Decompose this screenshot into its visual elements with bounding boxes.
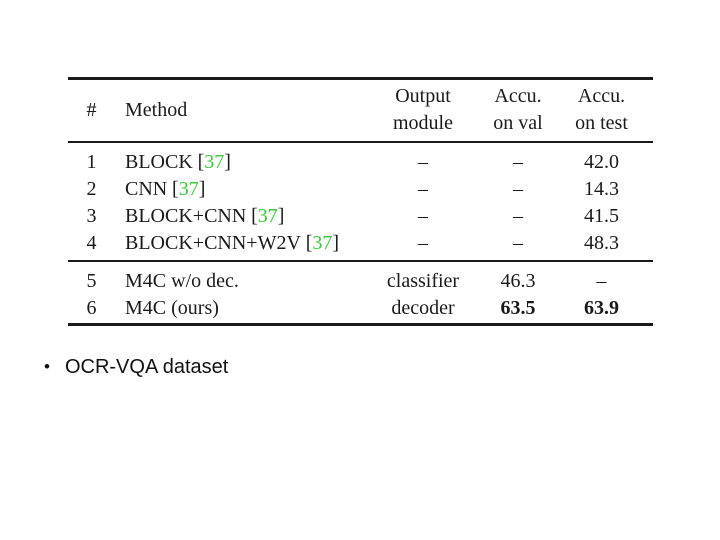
method-name: BLOCK bbox=[125, 150, 193, 173]
table-row: 1 BLOCK [37] – – 42.0 bbox=[68, 142, 653, 176]
citation-number: 37 bbox=[257, 204, 278, 227]
col-header-accu-test: Accu. on test bbox=[550, 78, 653, 143]
bullet-marker: • bbox=[44, 357, 50, 376]
cell-method: BLOCK+CNN+W2V [37] bbox=[115, 229, 360, 262]
m4c-rows-group: 5 M4C w/o dec. classifier 46.3 – 6 M4C (… bbox=[68, 261, 653, 325]
cell-accu-test: 42.0 bbox=[584, 150, 619, 173]
col-header-method: Method bbox=[115, 78, 360, 143]
cell-num: 5 bbox=[86, 269, 97, 292]
table-row: 2 CNN [37] – – 14.3 bbox=[68, 176, 653, 203]
cell-method: CNN [37] bbox=[115, 176, 360, 203]
cell-method: BLOCK+CNN [37] bbox=[115, 203, 360, 230]
cell-method: M4C w/o dec. bbox=[125, 269, 239, 292]
cell-accu-test: 41.5 bbox=[584, 204, 619, 227]
cell-output-module: – bbox=[360, 229, 486, 262]
bullet-list-item: • OCR-VQA dataset bbox=[44, 354, 228, 380]
cell-accu-val: – bbox=[513, 204, 523, 227]
table-row: 4 BLOCK+CNN+W2V [37] – – 48.3 bbox=[68, 229, 653, 262]
method-name: BLOCK+CNN+W2V bbox=[125, 231, 301, 254]
cite-bracket-close: ] bbox=[277, 204, 285, 227]
table-row: 5 M4C w/o dec. classifier 46.3 – bbox=[68, 261, 653, 295]
cell-output-module: – bbox=[418, 150, 428, 173]
results-table: # Method Output module Accu. on val Accu… bbox=[68, 77, 653, 326]
cell-num: 2 bbox=[86, 177, 97, 200]
cite-bracket-open: [ bbox=[172, 177, 179, 200]
cite-bracket-close: ] bbox=[332, 231, 340, 254]
table-header: # Method Output module Accu. on val Accu… bbox=[68, 78, 653, 143]
cell-accu-test: – bbox=[596, 269, 607, 292]
method-name: BLOCK+CNN bbox=[125, 204, 247, 227]
cell-output-module: classifier bbox=[386, 269, 460, 292]
cell-output-module: – bbox=[418, 177, 428, 200]
header-row: # Method Output module Accu. on val Accu… bbox=[68, 78, 653, 143]
cell-accu-val: – bbox=[513, 177, 523, 200]
cell-output-module: decoder bbox=[391, 296, 455, 319]
cell-method: BLOCK [37] bbox=[115, 142, 360, 176]
col-header-num: # bbox=[68, 78, 115, 143]
cell-accu-test: 14.3 bbox=[584, 177, 619, 200]
cell-num: 6 bbox=[86, 296, 97, 319]
cite-bracket-open: [ bbox=[251, 204, 258, 227]
cell-accu-test: 48.3 bbox=[550, 229, 653, 262]
citation-number: 37 bbox=[204, 150, 225, 173]
cell-method: M4C (ours) bbox=[125, 296, 219, 319]
citation-number: 37 bbox=[178, 177, 199, 200]
cite-bracket-close: ] bbox=[198, 177, 206, 200]
cell-accu-val: 63.5 bbox=[500, 296, 536, 319]
baseline-rows-group: 1 BLOCK [37] – – 42.0 2 CNN [37] – – 14.3 … bbox=[68, 142, 653, 262]
cell-accu-test: 63.9 bbox=[584, 296, 619, 319]
cell-num: 1 bbox=[86, 150, 97, 173]
cite-bracket-open: [ bbox=[305, 231, 313, 254]
cite-bracket-open: [ bbox=[197, 150, 205, 173]
citation-number: 37 bbox=[312, 231, 333, 254]
col-header-output-module: Output module bbox=[360, 78, 486, 143]
method-name: CNN bbox=[125, 177, 168, 200]
cell-accu-val: – bbox=[513, 150, 523, 173]
cell-output-module: – bbox=[418, 204, 428, 227]
cell-accu-val: – bbox=[486, 229, 550, 262]
table-row: 6 M4C (ours) decoder 63.5 63.9 bbox=[68, 295, 653, 325]
table-row: 3 BLOCK+CNN [37] – – 41.5 bbox=[68, 203, 653, 230]
col-header-accu-val: Accu. on val bbox=[486, 78, 550, 143]
cell-num: 4 bbox=[68, 229, 115, 262]
cell-accu-val: 46.3 bbox=[500, 269, 536, 292]
bullet-text: OCR-VQA dataset bbox=[64, 356, 229, 378]
cite-bracket-close: ] bbox=[224, 150, 231, 173]
cell-num: 3 bbox=[86, 204, 97, 227]
